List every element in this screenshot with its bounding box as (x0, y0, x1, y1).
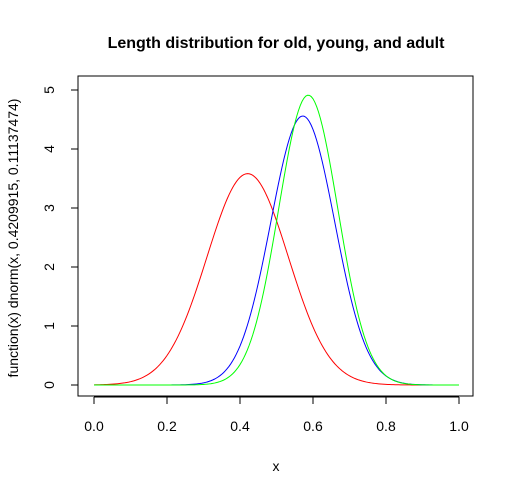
y-tick-label: 5 (41, 86, 57, 94)
x-tick-label: 0.2 (157, 418, 177, 434)
x-axis: 0.0 0.2 0.4 0.6 0.8 1.0 (84, 397, 469, 434)
plot-frame (78, 76, 473, 396)
y-tick-label: 2 (41, 263, 57, 271)
y-tick-label: 1 (41, 322, 57, 330)
chart-title: Length distribution for old, young, and … (108, 35, 446, 52)
series-layer (94, 95, 459, 385)
y-axis: 0 1 2 3 4 5 (41, 86, 78, 389)
y-tick-label: 4 (41, 145, 57, 153)
series-line-3 (94, 95, 459, 385)
series-line-1 (94, 174, 459, 385)
series-line-2 (94, 116, 459, 385)
x-axis-label: x (273, 458, 280, 474)
x-tick-label: 0.0 (84, 418, 104, 434)
y-tick-label: 0 (41, 381, 57, 389)
x-tick-label: 0.8 (376, 418, 396, 434)
y-tick-label: 3 (41, 204, 57, 212)
x-tick-label: 0.6 (303, 418, 323, 434)
x-tick-label: 1.0 (449, 418, 469, 434)
y-axis-label: function(x) dnorm(x, 0.4209915, 0.111374… (5, 99, 21, 378)
x-tick-label: 0.4 (230, 418, 250, 434)
